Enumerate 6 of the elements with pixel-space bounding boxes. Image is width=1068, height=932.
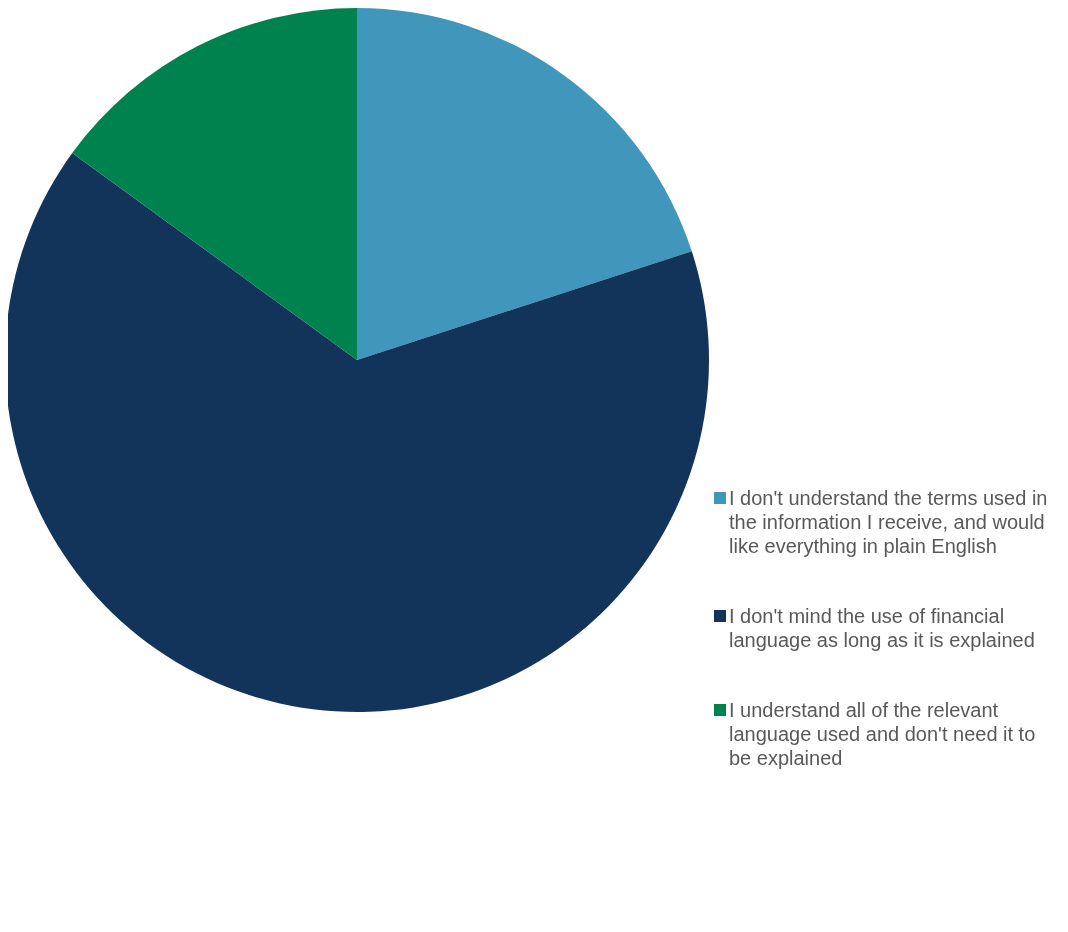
- legend-label: I don't mind the use of financial language as long as it is explained: [729, 604, 1036, 652]
- pie-slice: [8, 153, 709, 712]
- pie-slice: [72, 8, 357, 360]
- legend-label: I understand all of the relevant language used and don't need it to be explained: [729, 698, 1037, 770]
- legend-label: I don't understand the terms used in the information I receive, and would like everything in plain English: [729, 486, 1049, 558]
- pie-slice: [357, 8, 692, 360]
